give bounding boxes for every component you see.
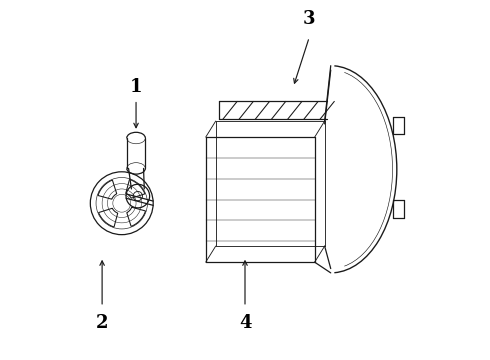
Text: 4: 4 [239,314,251,332]
Text: 1: 1 [130,78,142,96]
Text: 3: 3 [303,10,316,28]
Text: 2: 2 [96,314,108,332]
